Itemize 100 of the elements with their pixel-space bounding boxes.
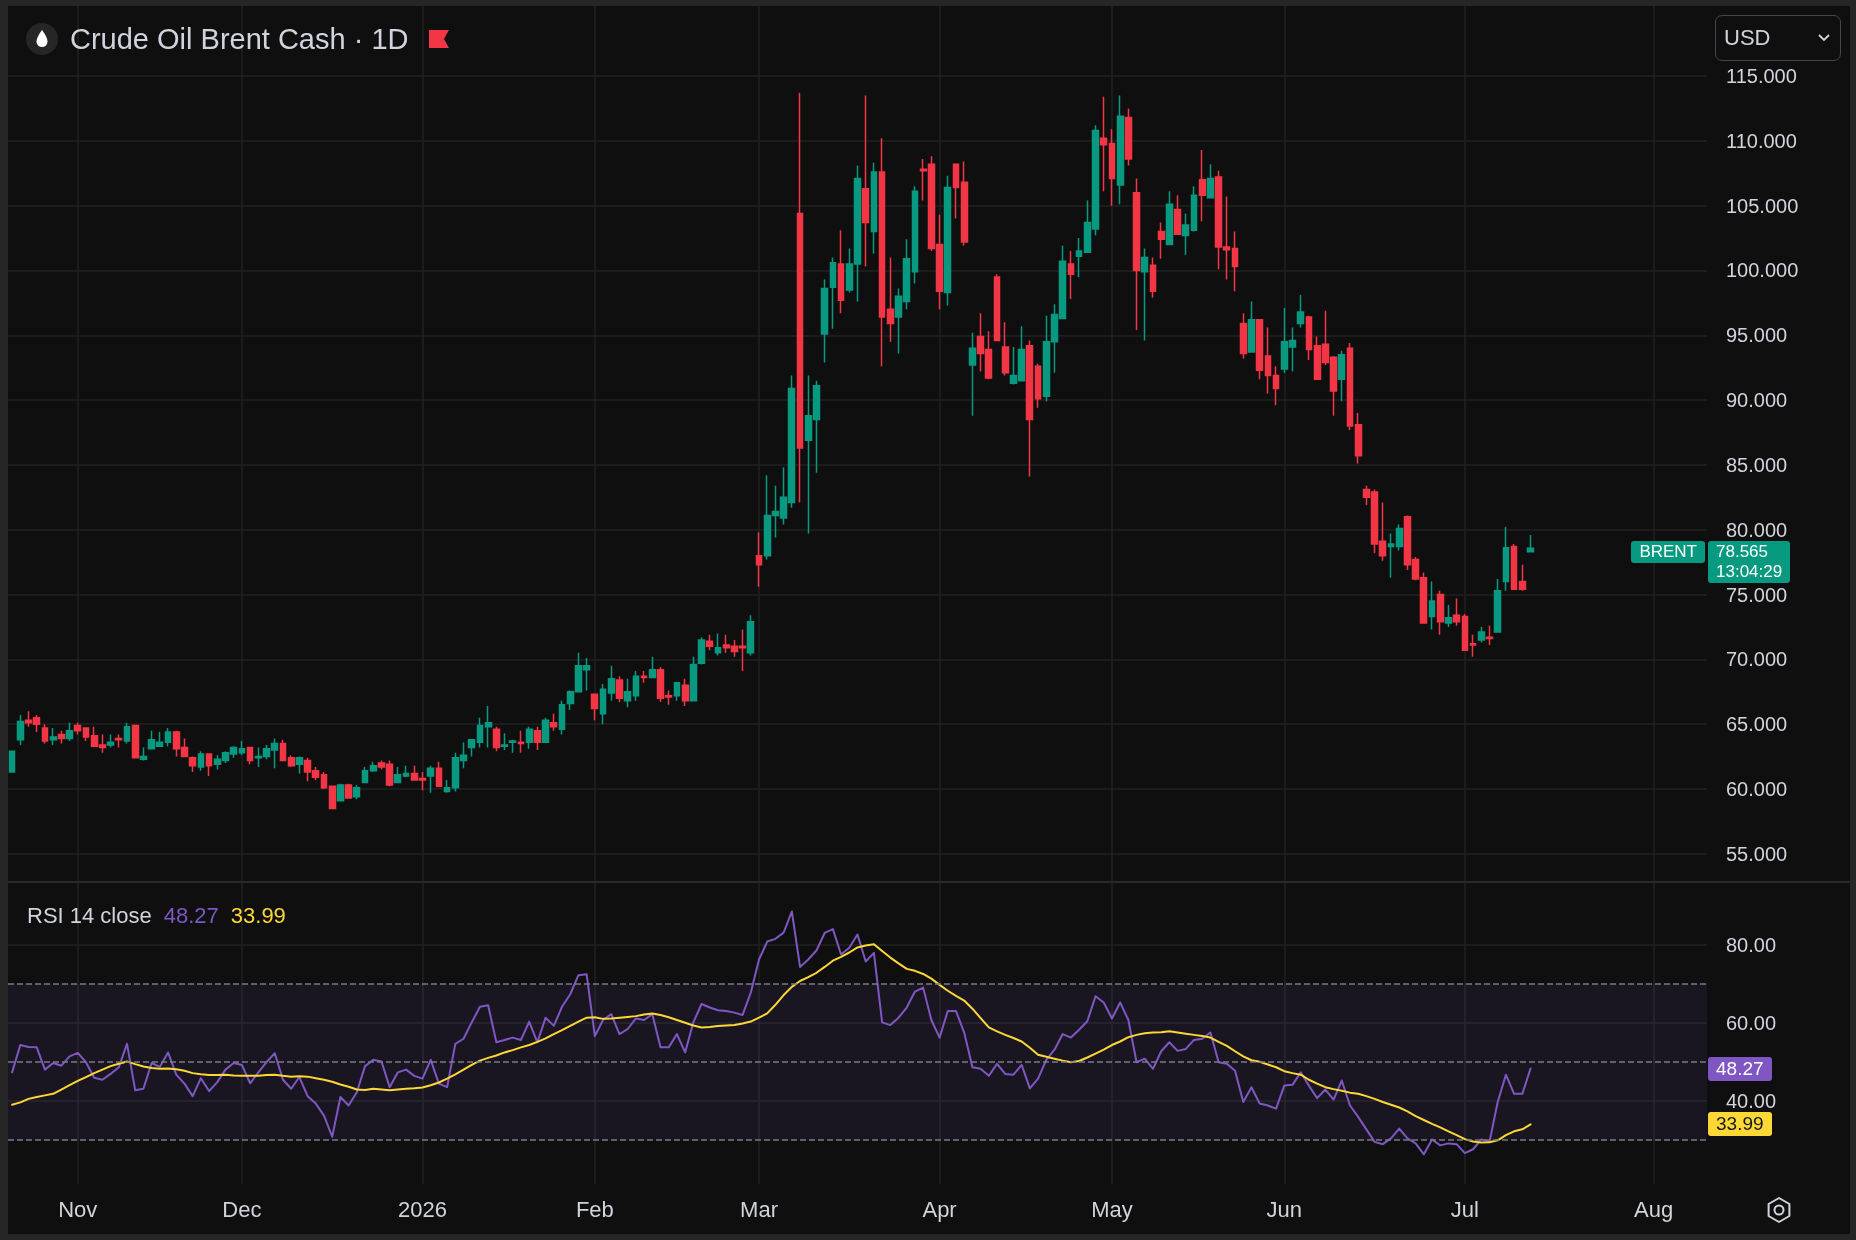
candlestick bbox=[1502, 526, 1510, 592]
candlestick bbox=[361, 766, 369, 784]
y-tick-label: 55.000 bbox=[1726, 842, 1788, 865]
candlestick bbox=[492, 725, 501, 753]
candlestick bbox=[328, 785, 337, 810]
x-tick-label: 2026 bbox=[398, 1196, 447, 1222]
candlestick bbox=[599, 683, 607, 725]
candlestick bbox=[393, 766, 402, 784]
candlestick bbox=[870, 162, 878, 255]
candlestick bbox=[336, 783, 345, 802]
candlestick bbox=[1346, 342, 1354, 431]
y-tick-label: 115.000 bbox=[1726, 65, 1797, 87]
x-tick-label: Apr bbox=[922, 1196, 957, 1222]
y-tick-label: 80.00 bbox=[1726, 933, 1777, 956]
candlestick bbox=[517, 729, 525, 754]
candlestick bbox=[1190, 185, 1198, 233]
candlestick bbox=[1173, 194, 1182, 235]
candlestick bbox=[1387, 532, 1395, 579]
candlestick bbox=[968, 331, 977, 417]
candlestick bbox=[402, 764, 410, 779]
candlestick bbox=[1001, 321, 1010, 377]
candlestick bbox=[197, 750, 205, 772]
candlestick bbox=[49, 727, 58, 746]
candlestick bbox=[1108, 128, 1116, 207]
candlestick bbox=[1354, 412, 1363, 465]
y-tick-label: 65.000 bbox=[1726, 713, 1788, 736]
candlestick bbox=[632, 670, 640, 702]
candlestick bbox=[16, 714, 25, 746]
candlestick bbox=[1149, 256, 1157, 299]
candlestick bbox=[952, 163, 960, 220]
candlestick bbox=[1395, 523, 1404, 552]
candlestick bbox=[1452, 597, 1461, 627]
candlestick bbox=[369, 760, 378, 773]
candlestick bbox=[295, 755, 304, 775]
candlestick bbox=[697, 636, 706, 666]
candlestick bbox=[1272, 365, 1280, 407]
candlestick bbox=[820, 278, 829, 364]
text: RSI 14 close bbox=[27, 903, 152, 929]
x-tick-label: Jul bbox=[1450, 1196, 1479, 1222]
candlestick bbox=[714, 632, 722, 657]
candlestick bbox=[1485, 624, 1494, 646]
candlestick bbox=[993, 273, 1001, 342]
candlestick bbox=[705, 633, 714, 652]
y-axis-title: USD bbox=[1724, 25, 1771, 51]
y-tick-label: 110.000 bbox=[1726, 129, 1797, 152]
candlestick bbox=[1510, 543, 1518, 591]
candlestick bbox=[82, 727, 90, 742]
x-tick-label: Mar bbox=[740, 1196, 778, 1222]
y-tick-label: 60.00 bbox=[1726, 1011, 1777, 1034]
candlestick bbox=[1296, 294, 1305, 329]
candlestick bbox=[549, 713, 558, 732]
candlestick bbox=[1116, 94, 1125, 206]
candlestick bbox=[246, 746, 254, 766]
candlestick bbox=[1124, 107, 1133, 167]
candlestick bbox=[164, 727, 172, 747]
y-tick-label: 85.000 bbox=[1726, 453, 1788, 476]
candlestick bbox=[829, 256, 837, 330]
candlestick bbox=[911, 185, 919, 285]
candlestick bbox=[746, 614, 755, 657]
candlestick bbox=[886, 256, 895, 343]
candlestick bbox=[476, 716, 484, 749]
candlestick bbox=[960, 160, 969, 247]
candlestick bbox=[623, 678, 632, 709]
candlestick bbox=[1140, 247, 1149, 342]
candlestick bbox=[1165, 190, 1174, 246]
candlestick bbox=[344, 783, 353, 799]
candlestick bbox=[1255, 318, 1264, 381]
candlestick bbox=[689, 655, 698, 702]
y-tick-label: 75.000 bbox=[1726, 583, 1788, 606]
candlestick bbox=[1337, 350, 1346, 403]
candlestick bbox=[1247, 300, 1256, 353]
candlestick bbox=[41, 723, 49, 745]
candlestick bbox=[1206, 163, 1215, 199]
candlestick bbox=[755, 531, 763, 588]
candlestick bbox=[139, 746, 148, 762]
text: 33.99 bbox=[1716, 1113, 1764, 1135]
candlestick bbox=[1469, 633, 1477, 658]
candlestick bbox=[558, 700, 566, 736]
candlestick bbox=[1518, 563, 1527, 592]
candlestick bbox=[287, 754, 296, 768]
candlestick bbox=[1157, 221, 1166, 260]
candlestick bbox=[508, 738, 517, 754]
candlestick bbox=[1075, 237, 1083, 278]
x-tick-label: Dec bbox=[222, 1196, 262, 1222]
candlestick bbox=[878, 137, 886, 368]
candlestick bbox=[837, 229, 845, 314]
y-tick-label: 105.000 bbox=[1726, 194, 1799, 217]
candlestick bbox=[1025, 339, 1034, 478]
candlestick bbox=[533, 725, 542, 751]
candlestick bbox=[648, 655, 657, 679]
candlestick bbox=[279, 738, 287, 762]
annotation: BRENT bbox=[1639, 542, 1697, 563]
candlestick bbox=[443, 779, 451, 794]
x-tick-label: May bbox=[1091, 1196, 1133, 1222]
candlestick bbox=[1461, 613, 1469, 652]
candlestick bbox=[681, 678, 690, 707]
dropdown-button: USD bbox=[1715, 15, 1841, 61]
candlestick bbox=[426, 764, 435, 794]
candlestick bbox=[1067, 250, 1075, 300]
candlestick bbox=[467, 738, 476, 758]
